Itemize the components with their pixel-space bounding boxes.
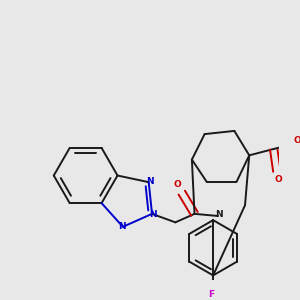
Text: N: N <box>149 210 157 219</box>
Text: O: O <box>293 136 300 145</box>
Text: O: O <box>174 180 182 189</box>
Text: N: N <box>215 210 223 219</box>
Text: N: N <box>146 177 154 186</box>
Text: O: O <box>274 175 282 184</box>
Text: F: F <box>208 290 214 299</box>
Text: N: N <box>118 222 126 231</box>
